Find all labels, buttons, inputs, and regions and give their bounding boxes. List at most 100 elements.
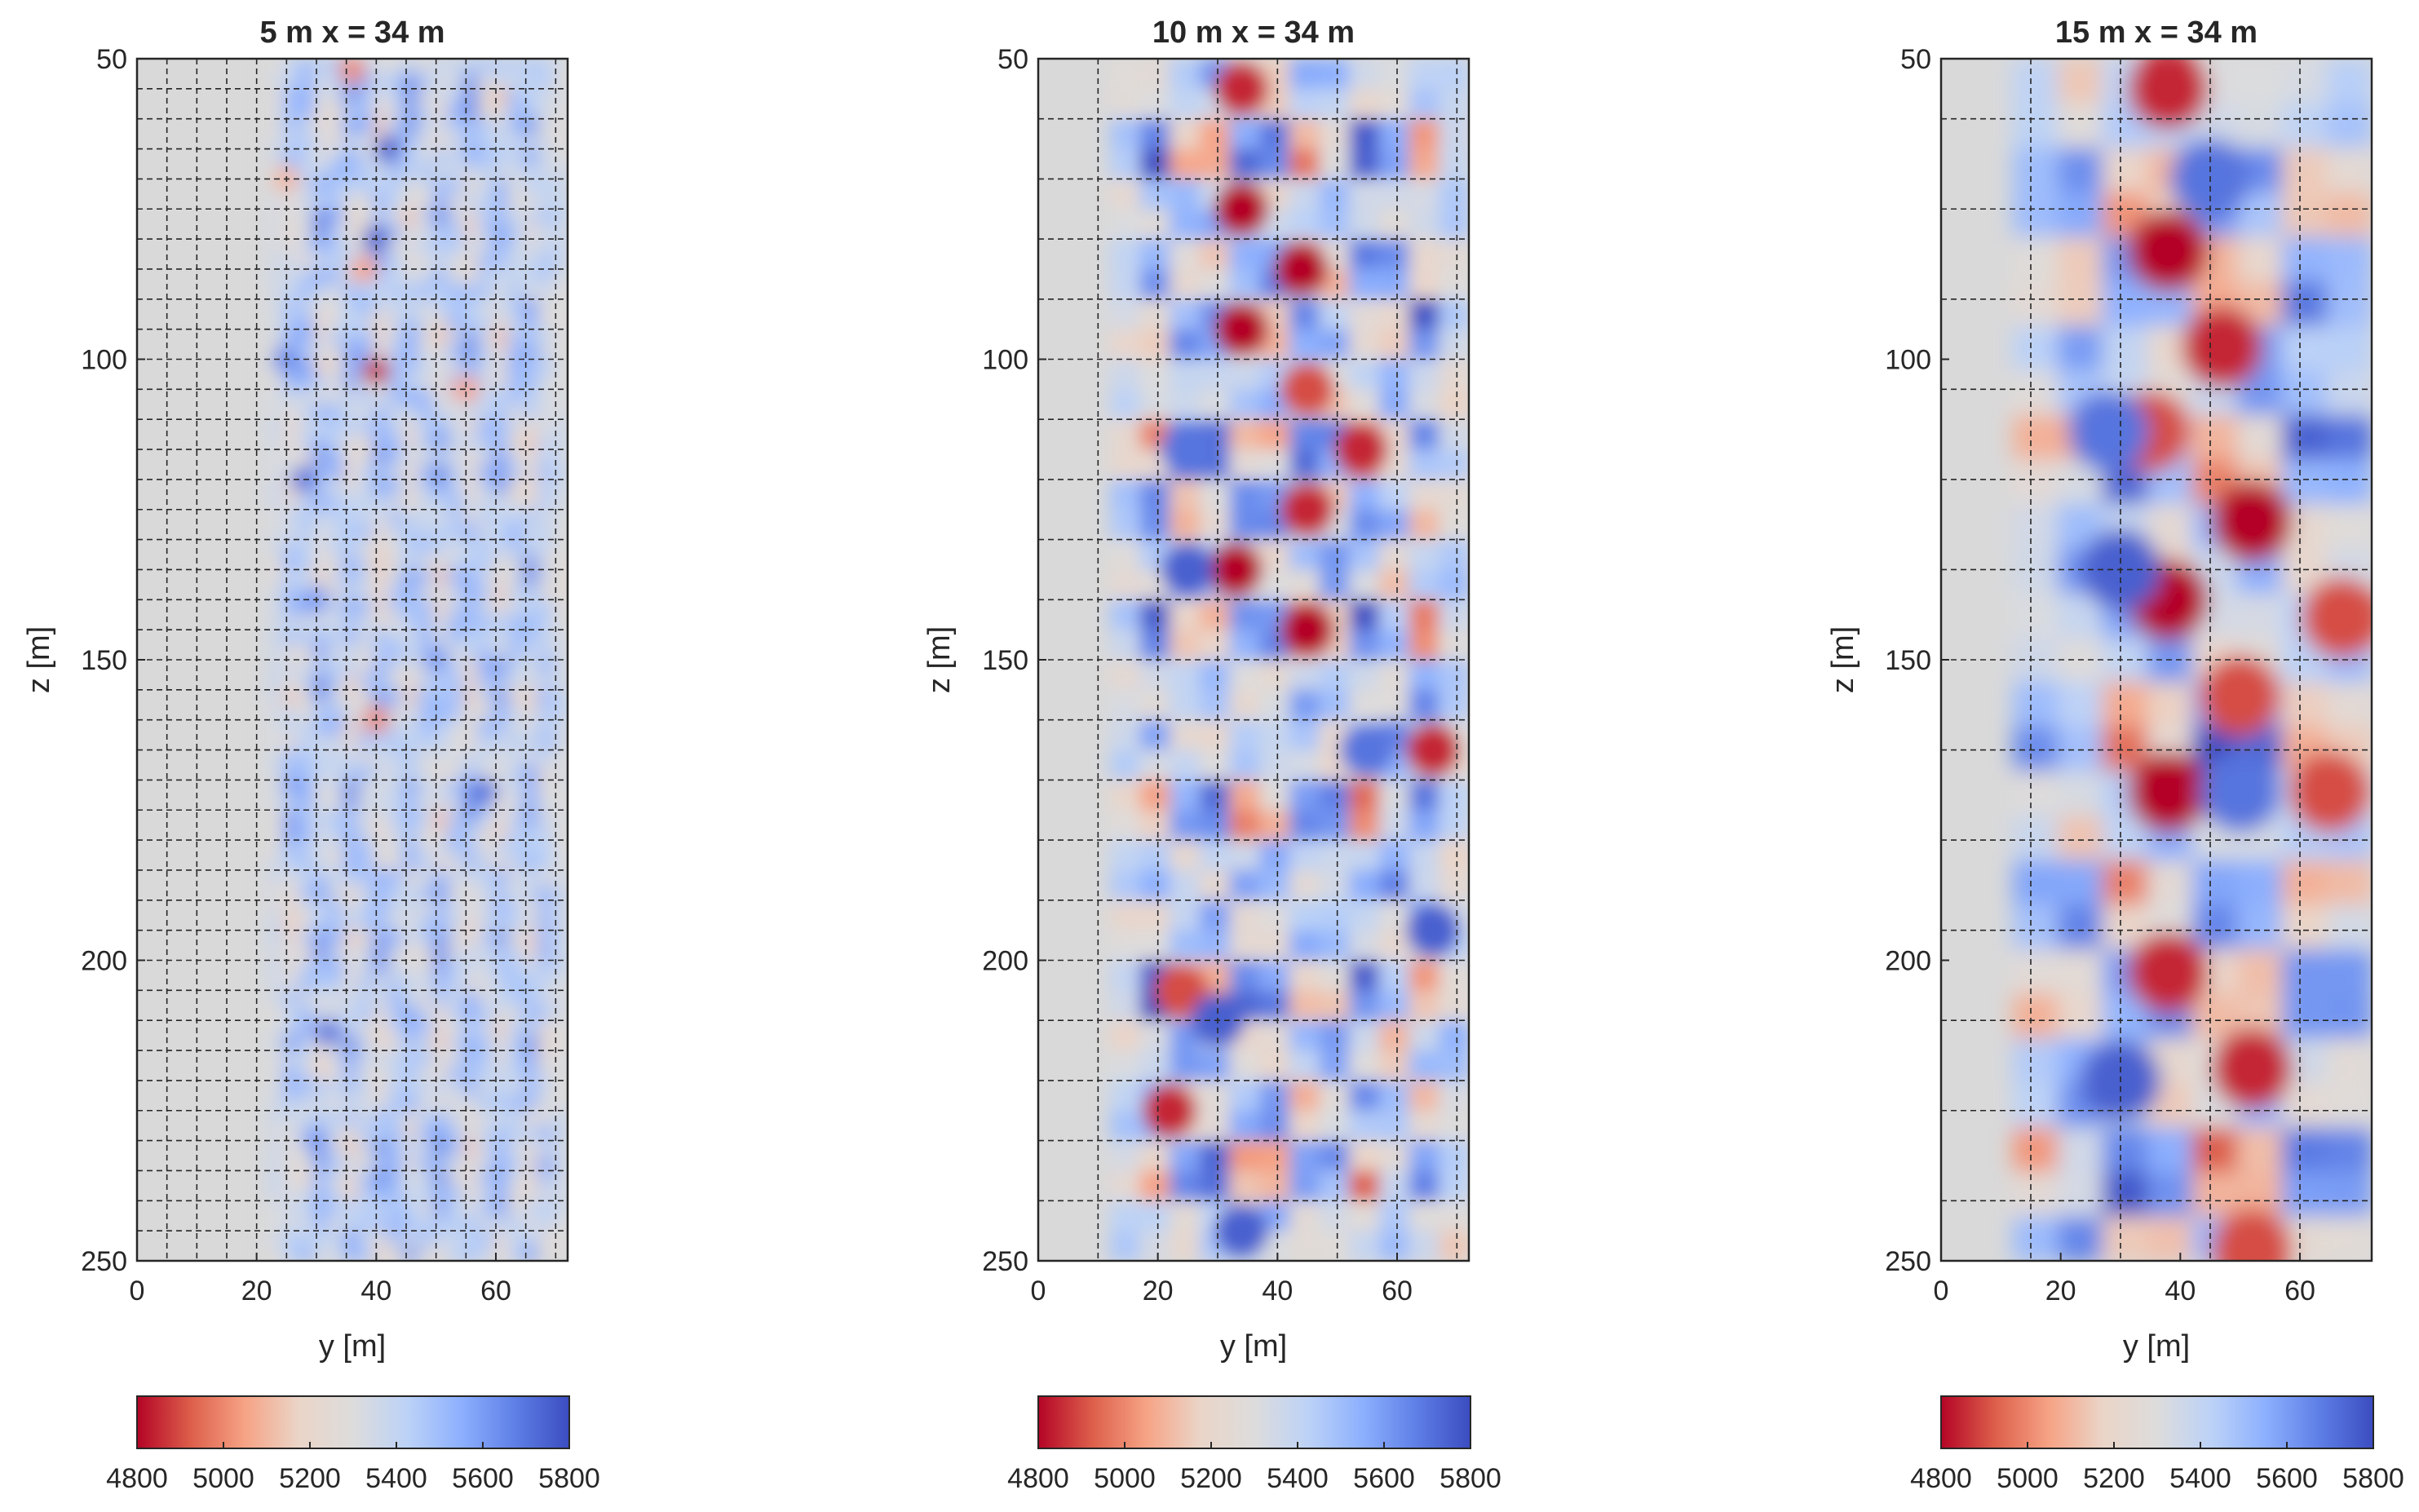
heatmap-cell xyxy=(418,163,434,180)
heatmap-cell xyxy=(343,1140,360,1157)
colorbar-tick-label: 4800 xyxy=(1910,1463,1972,1494)
heatmap-cell xyxy=(433,1110,449,1127)
heatmap-cell xyxy=(523,780,539,796)
heatmap-cell xyxy=(448,569,464,586)
y-tick-label: 250 xyxy=(982,1246,1028,1277)
heatmap-cell xyxy=(523,599,539,616)
heatmap-cell xyxy=(552,239,568,255)
heatmap-cell xyxy=(2058,1127,2103,1173)
heatmap-cell xyxy=(373,344,389,360)
heatmap-cell xyxy=(493,1215,509,1232)
heatmap-cell xyxy=(1379,509,1410,541)
heatmap-cell xyxy=(268,569,285,586)
heatmap-cell xyxy=(268,1125,285,1142)
heatmap-cell xyxy=(283,539,299,556)
heatmap-cell xyxy=(478,584,494,601)
heatmap-cell xyxy=(268,539,285,556)
heatmap-cell xyxy=(493,1185,509,1202)
heatmap-cell xyxy=(268,509,285,526)
heatmap-cell xyxy=(1409,179,1440,210)
heatmap-cell xyxy=(1200,719,1231,751)
heatmap-cell xyxy=(299,434,315,451)
heatmap-cell xyxy=(523,1156,539,1172)
heatmap-cell xyxy=(478,975,494,992)
heatmap-cell xyxy=(388,118,405,135)
heatmap-cell xyxy=(403,584,419,601)
heatmap-cell xyxy=(418,223,434,241)
heatmap-cell xyxy=(328,869,344,886)
heatmap-cell xyxy=(523,404,539,421)
heatmap-cell xyxy=(433,1065,449,1081)
heatmap-cell xyxy=(523,134,539,150)
heatmap-cell xyxy=(537,1156,554,1172)
heatmap-cell xyxy=(2237,948,2283,995)
heatmap-cell xyxy=(313,148,329,165)
heatmap-cell xyxy=(448,1200,464,1217)
heatmap-cell xyxy=(328,1140,344,1157)
heatmap-cell xyxy=(493,674,509,691)
heatmap-cell xyxy=(462,509,479,526)
heatmap-cell xyxy=(2058,325,2103,372)
heatmap-cell xyxy=(507,1245,524,1261)
heatmap-cell xyxy=(523,449,539,466)
heatmap-cell xyxy=(1170,599,1201,631)
heatmap-cell xyxy=(358,104,374,120)
heatmap-cell xyxy=(1409,1140,1440,1172)
colorbar-ticks-1: 4800 5000 5200 5400 5600 5800 xyxy=(106,1442,600,1494)
heatmap-cell xyxy=(2147,503,2193,550)
heatmap-cell xyxy=(462,674,479,691)
heatmap-cell xyxy=(403,599,419,616)
heatmap-cell xyxy=(493,284,509,300)
heatmap-cell xyxy=(343,1095,360,1112)
heatmap-cell xyxy=(462,660,479,676)
colorbar-tick-label: 5200 xyxy=(279,1463,341,1494)
heatmap-cell xyxy=(1289,1200,1320,1232)
heatmap-cell xyxy=(358,780,374,796)
heatmap-cell xyxy=(1409,329,1440,360)
heatmap-cell xyxy=(2282,237,2328,282)
heatmap-cell xyxy=(2282,1171,2328,1218)
heatmap-blob xyxy=(1214,1203,1269,1258)
heatmap-cell xyxy=(343,118,360,135)
heatmap-cell xyxy=(2147,1216,2193,1261)
heatmap-cell xyxy=(523,434,539,451)
heatmap-cell xyxy=(358,118,374,135)
heatmap-cell xyxy=(523,374,539,391)
heatmap-cell xyxy=(507,1095,524,1112)
heatmap-cell xyxy=(268,1170,285,1187)
heatmap-cell xyxy=(478,900,494,917)
heatmap-cell xyxy=(448,1110,464,1127)
heatmap-cell xyxy=(433,1095,449,1112)
heatmap-cell xyxy=(493,1245,509,1261)
heatmap-cell xyxy=(1349,209,1380,241)
heatmap-cell xyxy=(1379,148,1410,180)
heatmap-cell xyxy=(552,163,568,180)
heatmap-cell xyxy=(313,524,329,541)
heatmap-cell xyxy=(433,239,449,255)
heatmap-cell xyxy=(373,840,389,856)
heatmap-cell xyxy=(1259,900,1290,931)
heatmap-cell xyxy=(358,419,374,435)
heatmap-cell xyxy=(2282,59,2328,104)
heatmap-cell xyxy=(313,344,329,360)
heatmap-cell xyxy=(283,509,299,526)
heatmap-cell xyxy=(373,1140,389,1157)
heatmap-cell xyxy=(537,524,554,541)
heatmap-cell xyxy=(1110,298,1141,330)
heatmap-cell xyxy=(448,764,464,781)
heatmap-cell xyxy=(433,749,449,766)
heatmap-cell xyxy=(493,209,509,225)
heatmap-cell xyxy=(358,674,374,691)
heatmap-cell xyxy=(283,569,299,586)
heatmap-cell xyxy=(493,1170,509,1187)
heatmap-cell xyxy=(299,915,315,931)
heatmap-cell xyxy=(1139,118,1171,150)
heatmap-cell xyxy=(1349,1231,1380,1261)
heatmap-cell xyxy=(493,193,509,210)
y-tick-label: 100 xyxy=(1885,345,1931,376)
heatmap-cell xyxy=(448,825,464,842)
heatmap-cell xyxy=(328,239,344,255)
colorbar-1 xyxy=(136,1395,570,1449)
heatmap-cell xyxy=(462,268,479,285)
heatmap-cell xyxy=(552,584,568,601)
